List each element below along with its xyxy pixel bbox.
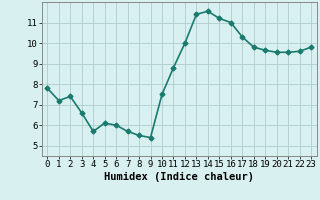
X-axis label: Humidex (Indice chaleur): Humidex (Indice chaleur) xyxy=(104,172,254,182)
